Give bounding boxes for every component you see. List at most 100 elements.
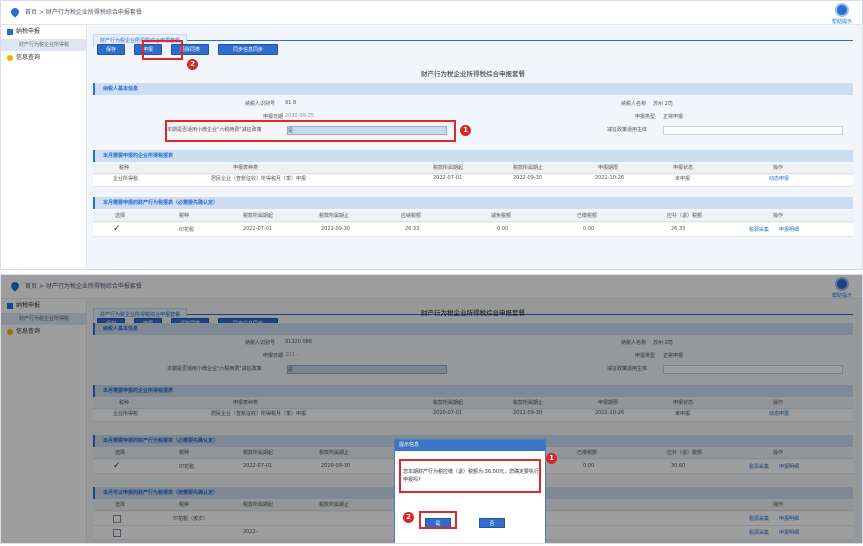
collect-source-link[interactable]: 税源采集 — [749, 227, 770, 233]
breadcrumb: 首页 > 财产行为税企业所得税综合申报套餐 — [25, 283, 142, 290]
form-title: 财产行为税企业所得税综合申报套餐 — [421, 70, 525, 78]
cell-relief: 0.00 — [497, 226, 509, 232]
property-tax-table-header: 选择 税种 税款所属期起 税款所属期止 应纳税额 减免税额 已缴税额 应补（退）… — [93, 212, 853, 222]
taxid-value: 91 8 — [285, 100, 297, 106]
declare-detail-link[interactable]: 申报明细 — [779, 530, 800, 536]
cell-tax-type: 企业所得税 — [113, 176, 139, 182]
screenshot-top: 首页 > 财产行为税企业所得税综合申报套餐 帮助提示 纳税申报 财产行为税企业所… — [0, 0, 863, 270]
declare-button[interactable]: 申报 — [134, 44, 163, 55]
section-basic-info: 纳税人基本信息 — [93, 83, 853, 95]
section-income-tax: 本月需要申报的企业所得税报表 — [93, 150, 853, 162]
sidebar-item-query[interactable]: 信息查询 — [1, 325, 86, 339]
sidebar-item-declare[interactable]: 纳税申报 — [1, 299, 86, 313]
step-badge-1: 1 — [460, 125, 471, 136]
row-checkbox[interactable]: ✓ — [113, 224, 121, 234]
help-button[interactable]: 帮助提示 — [830, 277, 854, 299]
cell-period-start: 2022-07-01 — [243, 226, 273, 232]
sidebar-item-declare[interactable]: 纳税申报 — [1, 25, 86, 39]
cell-period-start: 2022-07-01 — [433, 175, 463, 181]
row-taxid: 纳税人识别号 91320 086 纳税人名称 苏州 2司 — [93, 339, 853, 349]
breadcrumb: 首页 > 财产行为税企业所得税综合申报套餐 — [25, 9, 142, 16]
dynamic-declare-link[interactable]: 动态申报 — [769, 411, 790, 417]
sidebar-subitem[interactable]: 财产行为税企业所得税 — [1, 39, 86, 51]
row-taxid: 纳税人识别号 91 8 纳税人名称 苏州 2司 — [93, 100, 853, 110]
table-row: 企业所得税 居民企业（查账征收）所得税月（季）申报 2022-07-01 202… — [93, 175, 853, 187]
tab-bar: 财产行为税企业所得税综合申报套餐 — [93, 301, 853, 321]
row-checkbox[interactable] — [113, 515, 121, 523]
policy-label: 减征政策适用主体 — [607, 366, 648, 372]
row-checkbox[interactable]: ✓ — [113, 461, 121, 471]
status-value: 正常申报 — [663, 114, 684, 120]
cell-due: 26.33 — [671, 226, 686, 232]
date-value[interactable]: 202 - — [285, 352, 298, 358]
collect-source-link[interactable]: 税源采集 — [749, 516, 770, 522]
name-label: 纳税人名称 — [621, 340, 647, 346]
sidebar-item-label: 信息查询 — [16, 54, 41, 61]
col-action: 操作 — [773, 213, 784, 219]
confirm-no-button[interactable]: 否 — [479, 518, 505, 528]
smallbiz-select[interactable]: 是 — [287, 365, 447, 374]
cell-period-start: 2022-07-01 — [243, 463, 273, 469]
save-button[interactable]: 保存 — [97, 44, 126, 55]
sync-button[interactable]: 同步信息同步 — [218, 44, 279, 55]
col-form-type: 申报表种类 — [233, 400, 259, 406]
highlight-confirm-yes — [419, 511, 457, 529]
highlight-dialog-message — [399, 459, 541, 493]
help-button[interactable]: 帮助提示 — [830, 3, 854, 25]
sidebar-item-label: 信息查询 — [16, 328, 41, 335]
declare-icon — [7, 28, 13, 35]
smallbiz-select[interactable]: 是 — [287, 126, 447, 135]
col-select: 选择 — [115, 213, 126, 219]
col-paid: 已缴税额 — [577, 213, 598, 219]
row-checkbox[interactable] — [113, 529, 121, 537]
step-badge-2: 2 — [187, 59, 198, 70]
date-value[interactable]: 2022-09-25 — [285, 113, 315, 119]
col-status: 申报状态 — [673, 165, 694, 171]
cell-tax-type: 印花税 — [179, 227, 195, 233]
col-tax-type: 税种 — [179, 450, 190, 456]
top-bar: 首页 > 财产行为税企业所得税综合申报套餐 帮助提示 — [1, 1, 862, 25]
name-value: 苏州 2司 — [653, 340, 673, 346]
declare-detail-link[interactable]: 申报明细 — [779, 464, 800, 470]
section-income-tax: 本月需要申报的企业所得税报表 — [93, 385, 853, 397]
col-period-end: 税款所属期止 — [319, 213, 350, 219]
date-label: 申报日期 — [263, 353, 284, 359]
query-icon — [7, 54, 13, 61]
col-select: 选择 — [115, 502, 126, 508]
cell-form-type: 居民企业（查账征收）所得税月（季）申报 — [211, 411, 307, 417]
name-value: 苏州 2司 — [653, 101, 673, 107]
col-period-end: 税款所属期止 — [319, 502, 350, 508]
col-relief: 减免税额 — [491, 213, 512, 219]
step-badge-1: 1 — [546, 453, 557, 464]
policy-select[interactable] — [663, 365, 843, 374]
declare-detail-link[interactable]: 申报明细 — [779, 516, 800, 522]
cell-status: 未申报 — [675, 411, 691, 417]
declare-detail-link[interactable]: 申报明细 — [779, 227, 800, 233]
taxid-value: 91320 086 — [285, 339, 313, 345]
cell-period-end: 2022-09-30 — [513, 175, 543, 181]
col-paid: 已缴税额 — [577, 450, 598, 456]
col-deadline: 申报期限 — [598, 165, 619, 171]
cell-payable: 26.33 — [405, 226, 420, 232]
dynamic-declare-link[interactable]: 动态申报 — [769, 176, 790, 182]
collect-source-link[interactable]: 税源采集 — [749, 530, 770, 536]
cell-tax-type: 印花税（按次） — [173, 516, 209, 522]
section-basic-info: 纳税人基本信息 — [93, 323, 853, 335]
sidebar-item-query[interactable]: 信息查询 — [1, 51, 86, 65]
collect-source-link[interactable]: 税源采集 — [749, 464, 770, 470]
clear-button[interactable]: 清除同类 — [171, 44, 210, 55]
tab-declare-package[interactable]: 财产行为税企业所得税综合申报套餐 — [93, 308, 188, 321]
home-icon[interactable] — [9, 6, 21, 18]
form-title: 财产行为税企业所得税综合申报套餐 — [421, 309, 525, 317]
table-row: 企业所得税 居民企业（查账征收）所得税月（季）申报 2020-07-01 202… — [93, 410, 853, 422]
cell-period-start: 2020-07-01 — [433, 410, 463, 416]
sidebar-subitem[interactable]: 财产行为税企业所得税 — [1, 313, 86, 325]
tab-bar: 财产行为税企业所得税综合申报套餐 — [93, 27, 853, 47]
taxid-label: 纳税人识别号 — [245, 101, 276, 107]
smallbiz-value: 是 — [288, 367, 294, 373]
policy-select[interactable] — [663, 126, 843, 135]
help-icon — [835, 277, 849, 291]
tab-declare-package[interactable]: 财产行为税企业所得税综合申报套餐 — [93, 34, 188, 47]
col-tax-type: 税种 — [119, 165, 130, 171]
query-icon — [7, 328, 13, 335]
